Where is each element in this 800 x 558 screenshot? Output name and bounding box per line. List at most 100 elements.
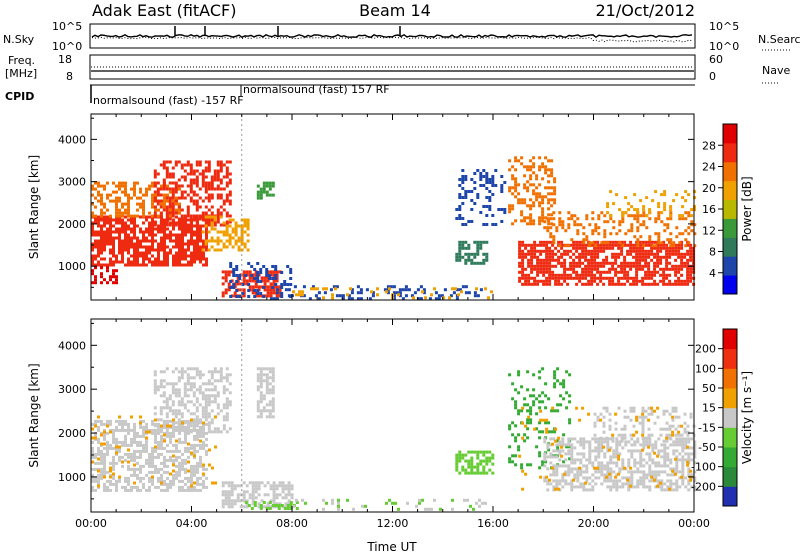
data-cell (467, 465, 471, 469)
data-cell (602, 424, 606, 428)
data-cell (684, 485, 688, 489)
data-cell (627, 470, 631, 474)
data-cell (606, 485, 610, 489)
data-cell (663, 461, 667, 465)
data-cell (178, 236, 181, 240)
data-cell (166, 184, 169, 188)
data-cell (543, 226, 547, 230)
data-cell (543, 458, 547, 462)
data-cell (103, 248, 106, 252)
data-cell (175, 473, 178, 477)
data-cell (163, 263, 166, 267)
data-cell (133, 187, 136, 191)
data-cell (201, 169, 205, 173)
data-cell (608, 282, 612, 286)
data-cell (153, 388, 157, 392)
data-cell (216, 163, 220, 167)
data-cell (681, 479, 685, 483)
data-cell (198, 373, 202, 377)
data-cell (322, 287, 325, 291)
data-cell (602, 261, 606, 265)
data-cell (278, 291, 282, 295)
data-cell (518, 249, 522, 253)
data-cell (201, 409, 205, 413)
data-cell (593, 433, 597, 437)
data-cell (635, 264, 639, 268)
data-cell (196, 488, 199, 492)
data-cell (606, 211, 610, 215)
data-cell (195, 160, 199, 164)
data-cell (156, 385, 160, 389)
data-cell (216, 406, 220, 410)
data-cell (552, 223, 556, 227)
data-cell (564, 479, 568, 483)
data-cell (172, 476, 175, 480)
data-cell (602, 243, 606, 247)
data-cell (166, 431, 169, 435)
data-cell (142, 419, 145, 423)
data-cell (579, 437, 583, 441)
data-cell (118, 475, 121, 479)
data-cell (265, 379, 269, 383)
data-cell (624, 440, 628, 444)
data-cell (127, 214, 130, 218)
data-cell (681, 443, 685, 447)
data-cell (552, 479, 556, 483)
data-cell (599, 246, 603, 250)
data-cell (256, 400, 260, 404)
data-cell (544, 460, 548, 464)
data-cell (292, 504, 295, 508)
x-tick-label: 12:00 (377, 517, 409, 530)
data-cell (642, 205, 646, 209)
data-cell (193, 446, 196, 450)
data-cell (350, 291, 354, 295)
data-cell (485, 223, 489, 226)
data-cell (555, 226, 559, 230)
data-cell (124, 242, 127, 246)
data-cell (272, 481, 276, 485)
data-cell (237, 236, 241, 240)
data-cell (653, 240, 657, 244)
data-cell (133, 193, 136, 197)
data-cell (458, 456, 462, 460)
data-cell (567, 482, 571, 486)
data-cell (521, 255, 525, 259)
data-cell (151, 196, 154, 200)
data-cell (612, 449, 616, 453)
data-cell (236, 496, 240, 500)
data-cell (157, 251, 160, 255)
data-cell (177, 379, 181, 383)
data-cell (584, 267, 588, 271)
data-cell (647, 282, 651, 286)
data-cell (115, 451, 118, 455)
data-cell (687, 214, 691, 218)
data-cell (690, 473, 694, 477)
data-cell (130, 263, 133, 267)
data-cell (145, 236, 148, 240)
data-cell (552, 211, 556, 215)
data-cell (331, 293, 334, 297)
data-cell (259, 504, 263, 507)
data-cell (272, 279, 276, 283)
data-cell (529, 198, 533, 202)
data-cell (545, 430, 549, 434)
data-cell (527, 243, 531, 247)
data-cell (584, 258, 588, 262)
data-cell (133, 434, 136, 438)
data-cell (479, 211, 483, 214)
data-cell (620, 261, 624, 265)
data-cell (530, 243, 534, 247)
data-cell (225, 224, 229, 228)
data-cell (455, 459, 459, 463)
data-cell (271, 397, 275, 401)
data-cell (650, 409, 654, 413)
data-cell (238, 277, 242, 280)
data-cell (225, 230, 229, 234)
data-cell (524, 282, 528, 286)
data-cell (488, 450, 492, 454)
data-cell (121, 248, 124, 252)
data-cell (356, 285, 360, 289)
data-cell (196, 470, 199, 474)
data-cell (629, 433, 633, 437)
data-cell (165, 367, 169, 371)
